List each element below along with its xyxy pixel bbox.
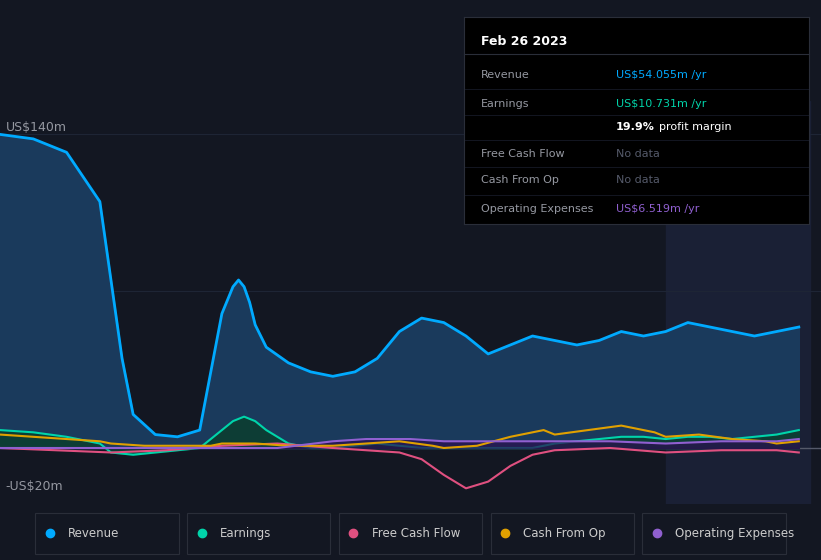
Text: Cash From Op: Cash From Op — [481, 175, 559, 185]
Text: US$0: US$0 — [6, 435, 39, 448]
Text: Earnings: Earnings — [481, 99, 530, 109]
Text: US$10.731m /yr: US$10.731m /yr — [616, 99, 706, 109]
Text: Free Cash Flow: Free Cash Flow — [372, 527, 460, 540]
Text: Earnings: Earnings — [220, 527, 271, 540]
Bar — [666, 101, 810, 504]
Text: No data: No data — [616, 148, 659, 158]
Text: -US$20m: -US$20m — [6, 480, 63, 493]
Text: US$140m: US$140m — [6, 122, 67, 134]
Text: Cash From Op: Cash From Op — [524, 527, 606, 540]
Text: US$54.055m /yr: US$54.055m /yr — [616, 70, 706, 80]
Text: 19.9%: 19.9% — [616, 122, 654, 132]
Text: US$6.519m /yr: US$6.519m /yr — [616, 204, 699, 214]
Text: profit margin: profit margin — [658, 122, 732, 132]
Text: Feb 26 2023: Feb 26 2023 — [481, 35, 567, 49]
Text: Revenue: Revenue — [67, 527, 119, 540]
Text: Operating Expenses: Operating Expenses — [676, 527, 795, 540]
Text: Operating Expenses: Operating Expenses — [481, 204, 594, 214]
Text: No data: No data — [616, 175, 659, 185]
Text: Revenue: Revenue — [481, 70, 530, 80]
Text: Free Cash Flow: Free Cash Flow — [481, 148, 565, 158]
